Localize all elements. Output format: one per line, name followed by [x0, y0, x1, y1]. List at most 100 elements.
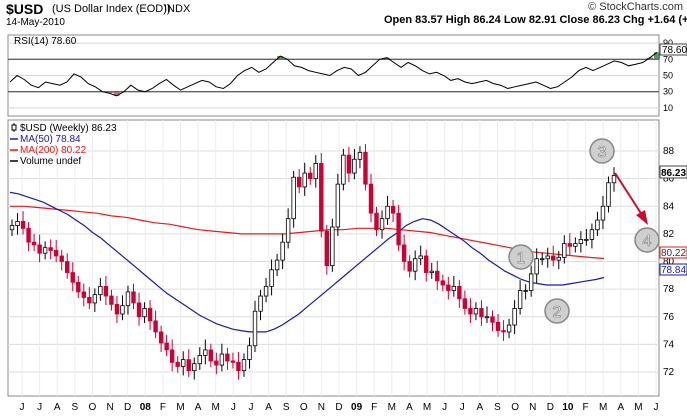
legend-label: MA(50) 78.84: [20, 134, 81, 145]
candle-body: [158, 331, 164, 344]
rsi-tick-label: 50: [663, 71, 673, 81]
x-tick-label: F: [160, 402, 166, 413]
x-tick-label: M: [212, 402, 220, 413]
rsi-oversold-fill: [106, 91, 113, 94]
badge-1-label: 1: [517, 250, 526, 267]
x-tick-label: S: [494, 402, 501, 413]
price-gridlines: [8, 120, 659, 396]
rsi-overbought-fill: [654, 52, 660, 60]
candle-body: [31, 241, 37, 246]
candle-body: [567, 243, 573, 247]
candle-body: [247, 345, 252, 360]
candle-body: [120, 305, 125, 315]
legend-label: MA(200) 80.22: [20, 145, 87, 156]
badge-4: 4: [634, 227, 660, 253]
x-tick-label: A: [406, 402, 413, 413]
rsi-tick-label: 10: [663, 103, 673, 113]
ma200-value-tag: 80.22: [659, 246, 687, 259]
candle-body: [479, 308, 484, 318]
x-tick-label: S: [71, 402, 78, 413]
x-tick-label: A: [617, 402, 624, 413]
candle-body: [76, 281, 81, 293]
candle-body: [374, 212, 379, 231]
badge-3: 3: [589, 138, 615, 164]
candlesticks: [9, 144, 617, 380]
candle-body: [573, 243, 578, 247]
candle-body: [363, 151, 368, 185]
x-tick-label: 09: [351, 402, 363, 413]
candle-body: [153, 320, 158, 333]
candle-body: [42, 247, 48, 254]
candle-body: [390, 205, 396, 214]
candle-body: [512, 308, 517, 326]
rsi-value-tag-text: 78.60: [662, 45, 687, 56]
candle-body: [385, 205, 390, 220]
candle-body: [606, 182, 611, 207]
x-tick-label: D: [124, 402, 131, 413]
candle-body: [225, 353, 230, 362]
ma50-line: [9, 191, 605, 333]
rsi-overbought-fill: [383, 57, 390, 60]
candle-body: [274, 259, 280, 271]
candle-body: [48, 247, 53, 251]
price-y-axis: 88 86 84 82 80 78 76 74 72: [663, 146, 675, 378]
candle-body: [15, 221, 20, 226]
candle-body: [368, 183, 374, 214]
candle-body: [87, 297, 92, 304]
badge-2-label: 2: [553, 304, 562, 321]
badge-2: 2: [544, 298, 570, 324]
rsi-tick-label: 90: [663, 38, 673, 48]
candle-body: [169, 349, 175, 363]
candle-body: [313, 163, 318, 180]
candle-body: [9, 225, 15, 231]
candle-body: [330, 226, 335, 267]
price-tick-label: 86: [663, 174, 675, 185]
candle-body: [208, 349, 214, 362]
price-tick-label: 76: [663, 312, 675, 323]
candle-body: [296, 176, 302, 188]
candle-body: [98, 285, 103, 296]
x-tick-label: M: [388, 402, 396, 413]
price-tick-label: 80: [663, 257, 675, 268]
x-tick-label: J: [231, 402, 236, 413]
chart-symbol: $USD: [6, 1, 44, 17]
candle-body: [562, 243, 567, 258]
badge-4-label: 4: [643, 233, 652, 250]
price-tick-label: 88: [663, 146, 675, 157]
candle-body: [37, 244, 42, 254]
badge-3-label: 3: [598, 144, 607, 161]
candle-body: [484, 316, 490, 319]
x-tick-label: A: [54, 402, 61, 413]
candle-body: [506, 324, 512, 333]
candle-body: [285, 218, 291, 243]
candle-body: [357, 151, 363, 160]
candle-body: [230, 360, 236, 363]
x-tick-label: M: [423, 402, 431, 413]
candle-body: [131, 291, 136, 304]
candle-body: [446, 284, 451, 291]
brand-watermark: © StockCharts.com: [588, 1, 683, 13]
candle-body: [65, 261, 70, 273]
candle-body: [258, 295, 263, 312]
candle-body: [540, 258, 545, 261]
x-tick-label: A: [195, 402, 202, 413]
candle-body: [192, 363, 197, 372]
candle-body: [595, 219, 600, 231]
candle-body: [70, 272, 75, 283]
rsi-overbought-fill: [277, 56, 284, 60]
x-tick-label: M: [176, 402, 184, 413]
rsi-value-tag: 78.60: [659, 43, 687, 56]
candle-body: [103, 285, 109, 297]
candle-body: [59, 255, 64, 262]
legend-candle-icon: [11, 124, 17, 131]
x-tick-label: F: [371, 402, 377, 413]
x-tick-label: N: [106, 402, 113, 413]
x-tick-label: J: [460, 402, 465, 413]
candle-body: [142, 308, 147, 318]
candle-body: [181, 359, 186, 367]
candle-body: [214, 360, 219, 366]
ma200-line: [10, 205, 605, 260]
candle-body: [429, 270, 434, 273]
